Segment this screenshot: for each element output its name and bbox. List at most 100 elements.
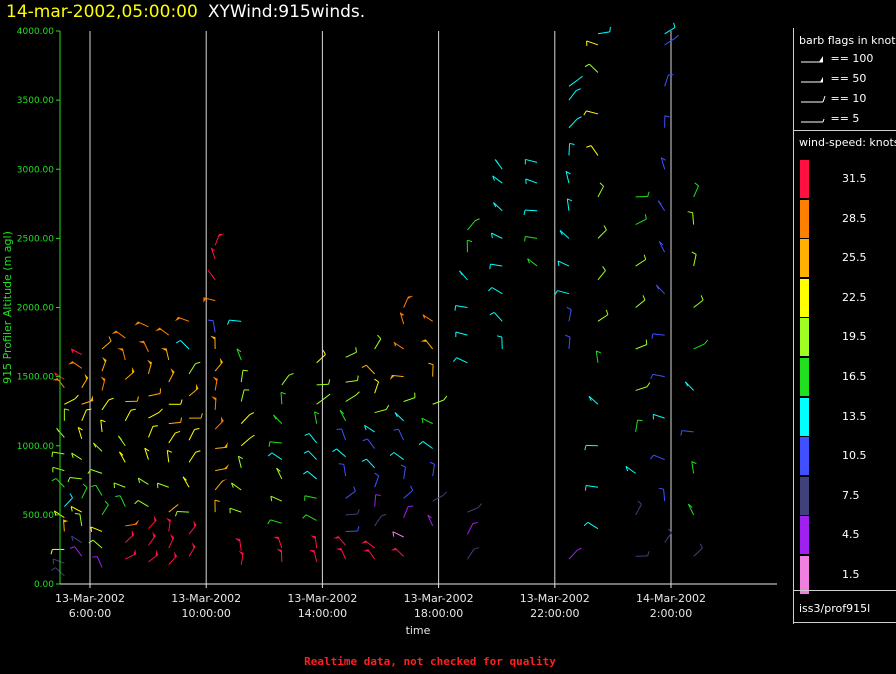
speed-label: 25.5 [842,251,867,265]
wind-barb [568,75,583,87]
wind-barb [394,412,404,422]
wind-barb [70,348,82,355]
wind-barb [308,549,318,562]
y-tick-label: 4000.00 [17,27,54,37]
wind-barb [568,547,582,560]
flag-10-label: == 10 [830,92,867,105]
wind-barb [310,535,318,549]
wind-barb [568,116,582,129]
x-tick-date: 13-Mar-2002 [55,592,125,605]
wind-barb [364,424,375,433]
wind-barb [583,110,599,116]
y-tick-label: 3000.00 [17,165,54,175]
wind-barb [635,295,646,308]
flag-5-label: == 5 [830,112,860,125]
x-tick-date: 13-Mar-2002 [171,592,241,605]
wind-barb [635,254,647,267]
wind-barb [81,408,92,422]
wind-barb [273,414,283,424]
wind-barb [455,331,468,338]
wind-barb [345,509,360,516]
x-tick-time: 10:00:00 [181,607,230,620]
wind-barb [175,340,190,350]
wind-barb [50,548,65,555]
wind-barb [52,377,65,388]
wind-barb [467,547,479,560]
wind-barb [466,239,473,253]
wind-barb [527,258,538,267]
legend-divider [794,130,896,131]
wind-barb [635,214,647,225]
wind-barb [691,461,697,474]
wind-barb [92,442,103,452]
wind-barb [304,495,317,501]
wind-barb [588,395,599,405]
flag-10-icon [801,95,826,103]
wind-barb [53,510,65,519]
barb-flags-title: barb flags in knots [799,34,896,47]
wind-barb [390,547,404,557]
wind-barb [236,348,242,361]
wind-barb [90,484,103,496]
wind-barb [270,495,283,502]
wind-barb [664,115,670,128]
wind-barb [148,408,163,419]
wind-barb [687,503,695,516]
wind-barb [240,389,250,402]
wind-barb [168,501,183,513]
wind-barb [664,22,676,35]
wind-barb [635,419,643,433]
wind-barb [339,409,347,422]
flag-100-icon [801,56,823,63]
wind-barb [161,348,170,361]
wind-barb [524,236,538,242]
wind-barb [207,269,216,281]
wind-barb [420,339,434,350]
flag-10: == 10 [799,92,866,105]
wind-barb [63,519,69,532]
wind-barb [336,428,347,441]
wind-barb [156,482,169,489]
wind-barb [557,260,570,267]
wind-barb [188,520,197,535]
wind-barb [565,170,571,184]
wind-speed-title: wind-speed: knots [799,136,896,149]
wind-barb [374,494,381,507]
wind-barb [490,232,503,239]
wind-barb [147,425,158,438]
wind-barb [240,369,248,383]
wind-barb [137,477,149,485]
wind-barb [664,34,679,46]
wind-barb [52,466,65,473]
wind-barb [214,416,224,430]
wind-barb [63,408,70,421]
wind-barb [70,506,82,513]
wind-barb [81,483,88,499]
wind-barb [134,321,149,328]
flag-50-icon [801,77,823,83]
speed-label: 16.5 [842,370,867,383]
speed-label: 19.5 [842,330,867,344]
wind-barb [234,538,242,551]
wind-barb [168,368,175,383]
title-text: XYWind:915winds. [207,2,366,22]
wind-barb [81,373,89,388]
wind-barb [113,482,126,488]
title-date: 14-mar-2002,05:00:00 [6,2,198,22]
wind-barb [335,547,347,560]
wind-barb [64,394,79,405]
wind-barb [658,487,666,502]
wind-barb [272,536,283,549]
wind-barb [687,211,695,225]
wind-barb [595,350,602,363]
wind-barb [144,447,150,460]
y-tick-label: 2500.00 [17,234,54,244]
wind-barb [117,435,126,447]
speed-swatch [800,199,809,238]
wind-barb [652,413,665,420]
speed-swatch [800,476,809,515]
wind-barb [559,229,570,239]
wind-barb [175,510,190,517]
flag-50: == 50 [799,72,866,85]
wind-barb [92,555,103,568]
